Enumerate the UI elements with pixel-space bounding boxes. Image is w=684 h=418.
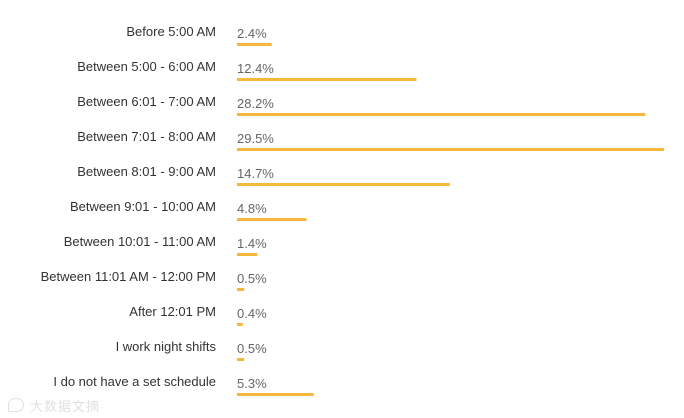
- speech-bubble-icon: [8, 398, 24, 412]
- bar: [237, 43, 272, 46]
- bar: [237, 218, 307, 221]
- bar: [237, 113, 646, 116]
- category-label: Between 8:01 - 9:00 AM: [77, 164, 216, 179]
- bar: [237, 288, 245, 291]
- value-label: 0.5%: [237, 341, 267, 356]
- category-label: Between 10:01 - 11:00 AM: [64, 234, 216, 249]
- bar: [237, 253, 258, 256]
- value-label: 28.2%: [237, 96, 274, 111]
- watermark: 大数据文摘: [8, 396, 101, 415]
- category-label: Before 5:00 AM: [126, 24, 216, 39]
- value-label: 29.5%: [237, 131, 274, 146]
- category-label: Between 6:01 - 7:00 AM: [77, 94, 216, 109]
- value-label: 5.3%: [237, 376, 267, 391]
- value-label: 1.4%: [237, 236, 267, 251]
- category-label: Between 9:01 - 10:00 AM: [70, 199, 216, 214]
- category-label: I do not have a set schedule: [53, 374, 216, 389]
- category-label: Between 5:00 - 6:00 AM: [77, 59, 216, 74]
- category-label: Between 11:01 AM - 12:00 PM: [41, 269, 216, 284]
- bar: [237, 393, 314, 396]
- value-label: 14.7%: [237, 166, 274, 181]
- watermark-text: 大数据文摘: [30, 399, 101, 415]
- category-label: After 12:01 PM: [129, 304, 216, 319]
- bar: [237, 148, 664, 151]
- bar: [237, 183, 450, 186]
- value-label: 2.4%: [237, 26, 267, 41]
- category-label: Between 7:01 - 8:00 AM: [77, 129, 216, 144]
- value-label: 0.4%: [237, 306, 267, 321]
- value-label: 0.5%: [237, 271, 267, 286]
- value-label: 12.4%: [237, 61, 274, 76]
- value-label: 4.8%: [237, 201, 267, 216]
- category-label: I work night shifts: [116, 339, 217, 354]
- bar: [237, 78, 417, 81]
- bar: [237, 358, 245, 361]
- bar: [237, 323, 243, 326]
